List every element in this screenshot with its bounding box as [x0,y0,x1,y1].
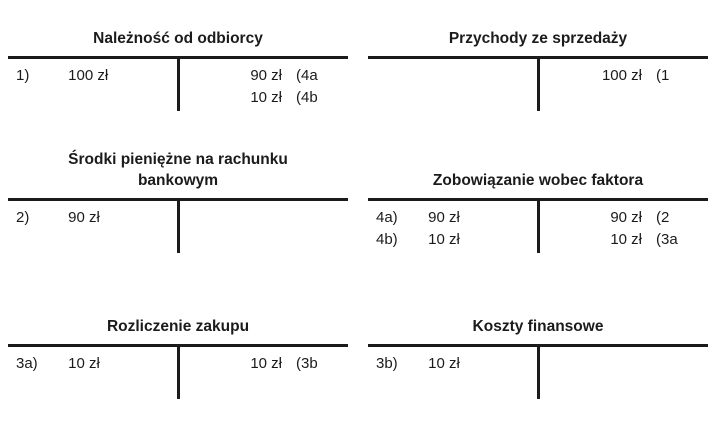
entry-amount: 10 zł [250,355,282,372]
credit-side [176,201,349,253]
entry-ref: 4a) [376,209,398,226]
t-account-grid: 3a) 10 zł 10 zł (3b [8,344,348,399]
debit-side: 1) 100 zł [8,59,177,111]
t-account-przychody-ze-sprzedazy: Przychody ze sprzedaży 100 zł (1 [368,20,708,111]
entry-ref: (3b [296,355,318,372]
account-title-line1: Należność od odbiorcy [93,30,263,47]
entry-ref: (2 [656,209,670,226]
credit-entry: 10 zł (3a [540,230,709,252]
debit-side: 4a) 90 zł 4b) 10 zł [368,201,537,253]
entry-amount: 90 zł [68,209,100,226]
entry-amount: 10 zł [428,355,460,372]
entry-ref: 3b) [376,355,398,372]
debit-side [368,59,537,111]
t-account-koszty-finansowe: Koszty finansowe 3b) 10 zł [368,308,708,399]
debit-entry: 4a) 90 zł [368,208,537,230]
entry-ref: 4b) [376,231,398,248]
credit-entry: 100 zł (1 [540,66,709,88]
t-account-grid: 4a) 90 zł 4b) 10 zł 90 zł (2 10 zł (3a [368,198,708,253]
credit-entry: 10 zł (3b [180,354,349,376]
debit-entry: 1) 100 zł [8,66,177,88]
entry-ref: (4a [296,67,318,84]
entry-ref: 2) [16,209,30,226]
debit-entry: 2) 90 zł [8,208,177,230]
t-account-grid: 100 zł (1 [368,56,708,111]
entry-ref: (4b [296,89,318,106]
credit-entry: 90 zł (2 [540,208,709,230]
credit-entry: 90 zł (4a [180,66,349,88]
account-title-line1: Środki pieniężne na rachunku [68,151,288,168]
entry-amount: 10 zł [428,231,460,248]
t-account-naleznosc-od-odbiorcy: Należność od odbiorcy 1) 100 zł 90 zł (4… [8,20,348,111]
entry-amount: 90 zł [610,209,642,226]
credit-entry: 10 zł (4b [180,88,349,110]
account-title-line2: bankowym [137,172,219,189]
account-title: Przychody ze sprzedaży [368,20,708,56]
account-title: Środki pieniężne na rachunku bankowym [8,140,348,198]
entry-ref: (1 [656,67,670,84]
account-title: Koszty finansowe [368,308,708,344]
debit-entry: 3b) 10 zł [368,354,537,376]
debit-entry: 3a) 10 zł [8,354,177,376]
debit-side: 2) 90 zł [8,201,177,253]
entry-ref: 3a) [16,355,38,372]
t-account-rozliczenie-zakupu: Rozliczenie zakupu 3a) 10 zł 10 zł (3b [8,308,348,399]
account-title-line1: Koszty finansowe [472,318,604,335]
t-account-grid: 2) 90 zł [8,198,348,253]
entry-amount: 100 zł [68,67,109,84]
account-title: Należność od odbiorcy [8,20,348,56]
t-account-grid: 3b) 10 zł [368,344,708,399]
entry-ref: 1) [16,67,30,84]
debit-side: 3b) 10 zł [368,347,537,399]
account-title-line1: Przychody ze sprzedaży [448,30,628,47]
credit-side: 100 zł (1 [536,59,709,111]
entry-amount: 10 zł [610,231,642,248]
entry-amount: 100 zł [601,67,642,84]
debit-entry: 4b) 10 zł [368,230,537,252]
account-title-line1: Rozliczenie zakupu [106,318,250,335]
t-account-srodki-pieniezne: Środki pieniężne na rachunku bankowym 2)… [8,140,348,253]
account-title: Rozliczenie zakupu [8,308,348,344]
entry-amount: 10 zł [68,355,100,372]
entry-amount: 90 zł [428,209,460,226]
account-title: Zobowiązanie wobec faktora [368,140,708,198]
entry-ref: (3a [656,231,678,248]
entry-amount: 10 zł [250,89,282,106]
credit-side: 90 zł (4a 10 zł (4b [176,59,349,111]
credit-side: 10 zł (3b [176,347,349,399]
t-account-zobowiazanie-wobec-faktora: Zobowiązanie wobec faktora 4a) 90 zł 4b)… [368,140,708,253]
debit-side: 3a) 10 zł [8,347,177,399]
t-account-grid: 1) 100 zł 90 zł (4a 10 zł (4b [8,56,348,111]
credit-side [536,347,709,399]
credit-side: 90 zł (2 10 zł (3a [536,201,709,253]
entry-amount: 90 zł [250,67,282,84]
account-title-line1: Zobowiązanie wobec faktora [432,172,644,189]
